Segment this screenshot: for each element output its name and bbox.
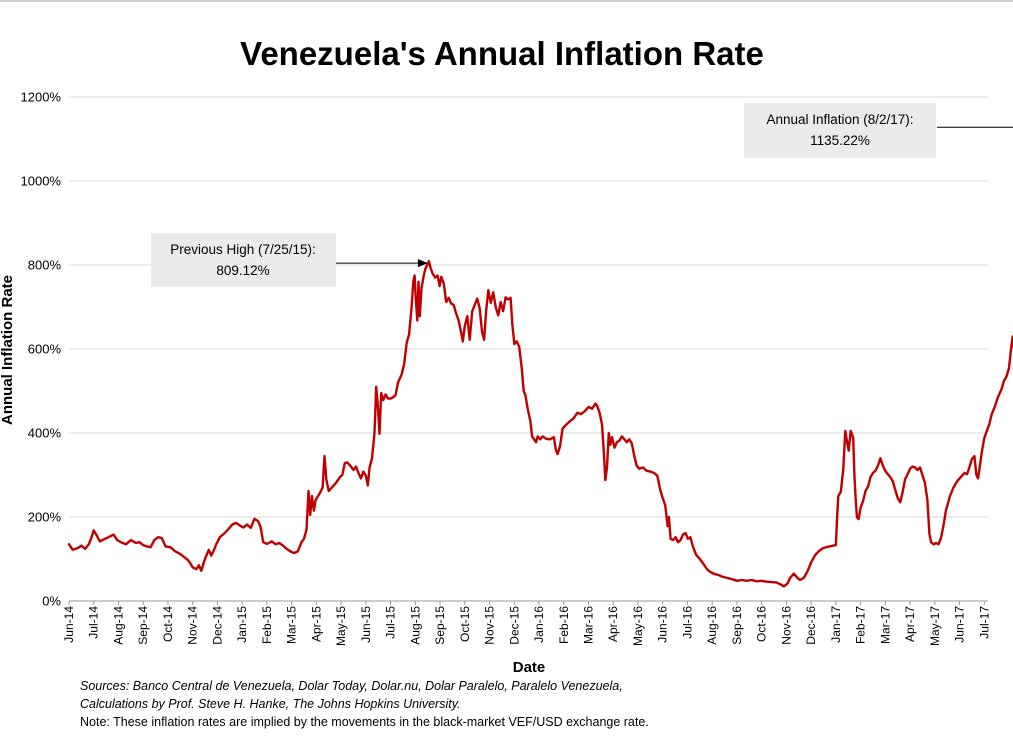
x-tick-label: Jul-14: [87, 606, 101, 639]
annotation-label: Annual Inflation (8/2/17):: [766, 112, 913, 127]
x-tick-label: Jun-15: [359, 606, 373, 643]
x-tick-label: Jun-14: [62, 606, 76, 643]
x-tick-label: Nov-15: [483, 606, 497, 645]
x-tick-label: Feb-17: [854, 606, 868, 644]
y-tick-label: 1200%: [21, 90, 62, 105]
x-tick-label: Sep-15: [433, 606, 447, 645]
annotation-label: Previous High (7/25/15):: [170, 242, 316, 257]
y-tick-label: 600%: [28, 342, 62, 357]
x-tick-label: Nov-14: [186, 606, 200, 645]
x-tick-label: Mar-17: [878, 606, 892, 644]
y-tick-label: 800%: [28, 258, 62, 273]
x-tick-label: Aug-16: [705, 606, 719, 645]
x-tick-label: Feb-16: [557, 606, 571, 644]
y-tick-labels: 0% 200% 400% 600% 800% 1000% 1200%: [21, 90, 62, 609]
y-tick-label: 1000%: [21, 174, 62, 189]
x-tick-label: Apr-17: [903, 606, 917, 642]
y-tick-label: 0%: [42, 594, 61, 609]
y-tick-label: 200%: [28, 510, 62, 525]
x-tick-label: Feb-15: [260, 606, 274, 644]
x-tick-label: Jun-17: [953, 606, 967, 643]
x-tick-label: Jan-17: [829, 606, 843, 643]
x-tick-label: Aug-14: [111, 606, 125, 645]
x-tick-label: May-16: [631, 606, 645, 646]
y-tick-label: 400%: [28, 426, 62, 441]
x-tick-label: Jul-15: [384, 606, 398, 639]
x-axis-title: Date: [513, 659, 546, 676]
annotation-value: 1135.22%: [810, 133, 870, 148]
x-tick-label: Dec-15: [507, 606, 521, 645]
top-border: [0, 0, 1013, 2]
chart-title: Venezuela's Annual Inflation Rate: [240, 35, 764, 72]
x-tick-label: May-17: [928, 606, 942, 646]
x-tick-label: Jul-17: [977, 606, 991, 639]
x-tick-label: Mar-16: [581, 606, 595, 644]
sources-text: Sources: Banco Central de Venezuela, Dol…: [80, 679, 623, 693]
annotation-value: 809.12%: [216, 263, 269, 278]
x-tick-label: Oct-14: [161, 606, 175, 642]
x-tick-label: Jan-15: [235, 606, 249, 643]
x-tick-label: Jul-16: [680, 606, 694, 639]
annotation-box: [151, 233, 336, 287]
chart-footer: Sources: Banco Central de Venezuela, Dol…: [80, 677, 980, 731]
credits-text: Calculations by Prof. Steve H. Hanke, Th…: [80, 697, 461, 711]
x-tick-label: Apr-16: [606, 606, 620, 642]
x-tick-label: May-15: [334, 606, 348, 646]
x-tick-label: Jun-16: [656, 606, 670, 643]
x-tick-label: Dec-16: [804, 606, 818, 645]
x-tick-label: Dec-14: [210, 606, 224, 645]
x-tick-label: Jan-16: [532, 606, 546, 643]
x-tick-label: Oct-16: [755, 606, 769, 642]
x-tick-label: Oct-15: [458, 606, 472, 642]
note-text: Note: These inflation rates are implied …: [80, 715, 649, 729]
x-tick-labels: Jun-14 Jul-14 Aug-14 Sep-14 Oct-14 Nov-14 Dec-…: [62, 606, 991, 646]
y-axis-title: Annual Inflation Rate: [0, 275, 16, 425]
gridlines: [68, 96, 988, 605]
x-tick-label: Mar-15: [285, 606, 299, 644]
inflation-series-line: [67, 260, 1013, 588]
arrowhead-icon: [417, 259, 428, 268]
annotation-box: [744, 103, 936, 158]
x-tick-label: Sep-14: [136, 606, 150, 645]
series-layer: [67, 260, 1013, 588]
x-tick-label: Aug-15: [408, 606, 422, 645]
x-tick-label: Sep-16: [730, 606, 744, 645]
x-tick-label: Apr-15: [309, 606, 323, 642]
annotation-previous-high: Previous High (7/25/15): 809.12%: [151, 233, 428, 287]
x-tick-label: Nov-16: [779, 606, 793, 645]
annotation-current: Annual Inflation (8/2/17): 1135.22%: [744, 103, 1013, 158]
